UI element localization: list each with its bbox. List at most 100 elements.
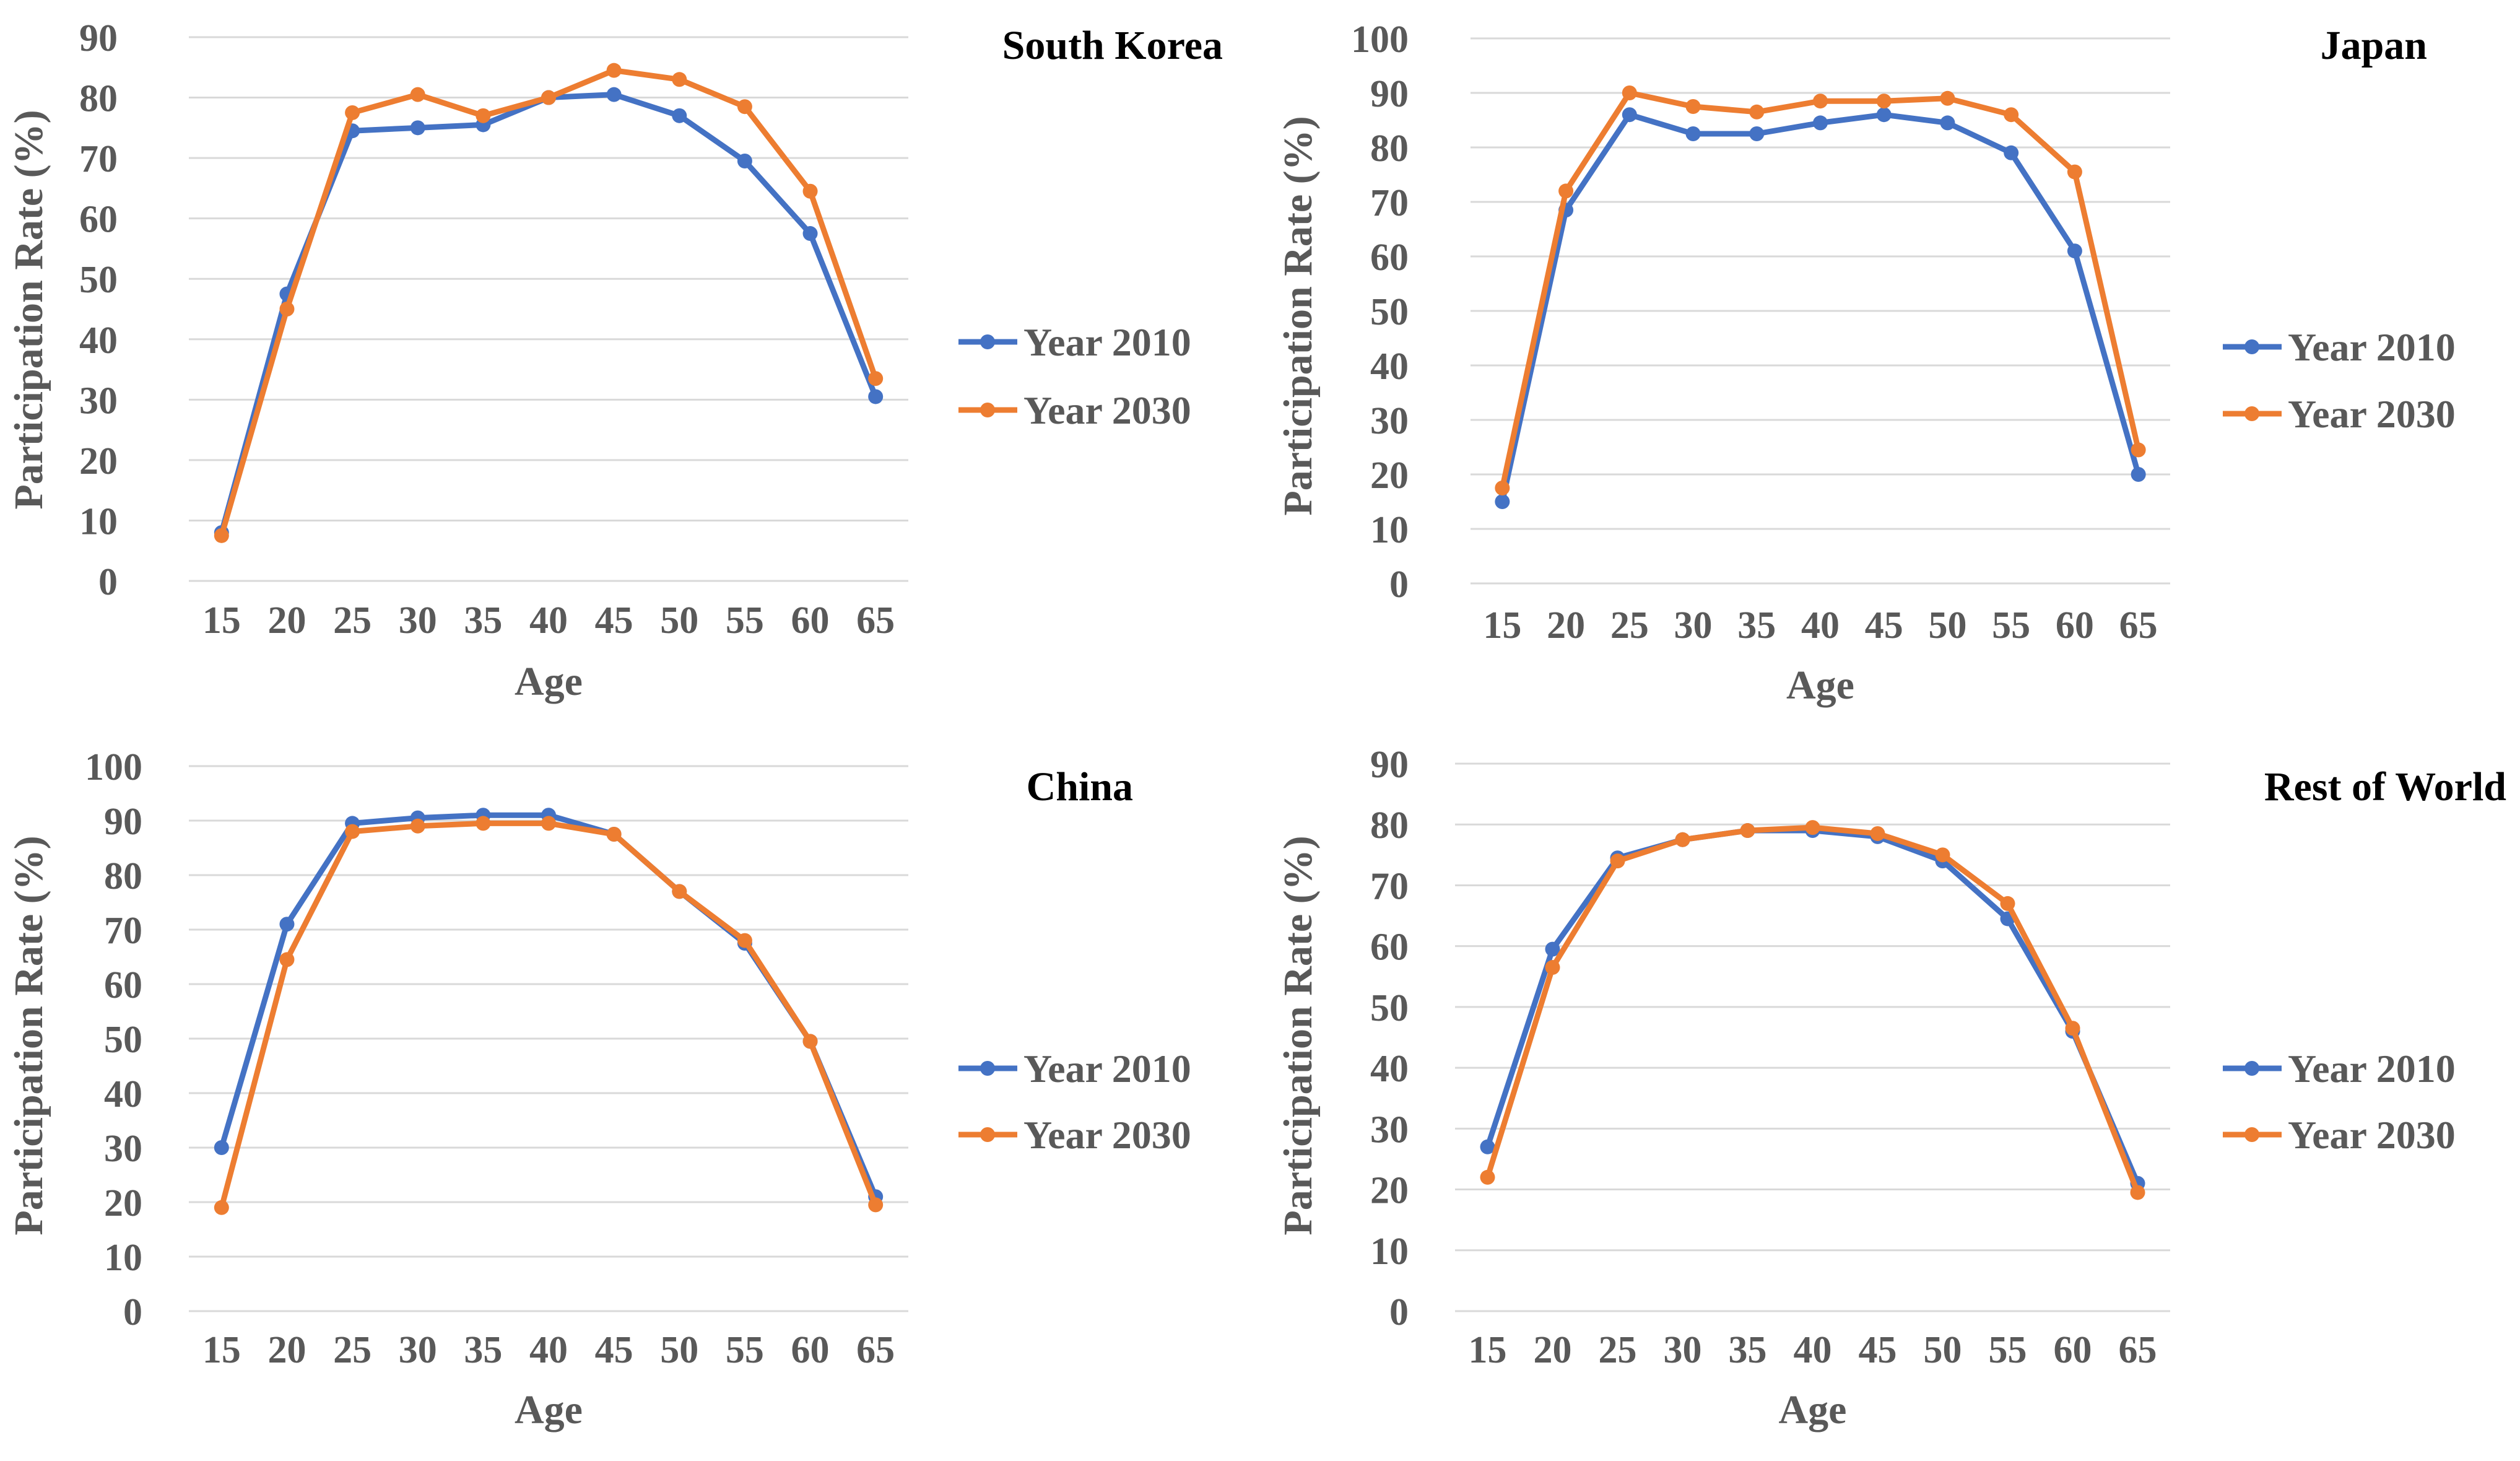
data-point-year-2030 — [279, 302, 295, 316]
y-tick-label: 30 — [79, 380, 118, 422]
y-tick-label: 10 — [79, 500, 118, 543]
chart-panels: 0 10 20 30 40 50 60 70 80 90 15 20 25 30 35 40 45 50 55 60 6… — [6, 17, 2506, 1433]
y-tick-label: 30 — [1370, 1109, 1409, 1151]
data-point-year-2030 — [2000, 896, 2015, 911]
data-point-year-2030 — [345, 105, 360, 120]
y-tick-label: 10 — [1370, 1231, 1409, 1273]
data-point-year-2030 — [868, 1197, 884, 1213]
data-point-year-2010 — [802, 226, 818, 242]
data-point-year-2010 — [1813, 115, 1828, 131]
x-tick-label: 25 — [1599, 1329, 1637, 1371]
chart-china: 0 10 20 30 40 50 60 70 80 90 100 15 20 25 30 35 40 45 50 55… — [6, 746, 1191, 1433]
x-tick-label: 55 — [726, 1329, 764, 1371]
y-tick-label: 0 — [1389, 564, 1409, 606]
y-axis-title: Participation Rate (%) — [6, 835, 51, 1235]
series-line-year-2030 — [1499, 90, 2142, 489]
x-tick-label: 40 — [1801, 604, 1840, 647]
y-tick-label: 0 — [1389, 1291, 1409, 1333]
y-tick-label: 40 — [79, 320, 118, 362]
data-point-year-2030 — [802, 1034, 818, 1049]
x-tick-label: 45 — [595, 600, 633, 642]
data-point-year-2030 — [2067, 164, 2082, 180]
legend-marker-year-2030 — [2244, 406, 2259, 421]
data-point-year-2010 — [410, 120, 425, 136]
x-tick-label: 40 — [1794, 1329, 1832, 1371]
legend-marker-year-2010 — [980, 1061, 995, 1076]
x-tick-label: 20 — [267, 1329, 306, 1371]
x-tick-label: 35 — [464, 600, 502, 642]
x-tick-label: 60 — [2056, 604, 2094, 647]
data-point-year-2030 — [541, 90, 556, 105]
y-tick-label: 40 — [1370, 1048, 1409, 1090]
data-point-year-2010 — [737, 153, 752, 168]
data-point-year-2030 — [1675, 832, 1690, 847]
y-tick-label: 30 — [1370, 400, 1409, 442]
x-tick-label: 25 — [333, 600, 371, 642]
data-point-year-2030 — [737, 99, 752, 115]
y-tick-label: 10 — [1370, 509, 1409, 551]
x-tick-label: 60 — [791, 600, 830, 642]
y-tick-label: 20 — [104, 1182, 142, 1224]
y-tick-label: 20 — [79, 440, 118, 482]
y-tick-label: 80 — [1370, 805, 1409, 847]
legend-marker-year-2030 — [980, 1127, 995, 1142]
y-tick-label: 70 — [79, 138, 118, 180]
x-tick-label: 55 — [1992, 604, 2030, 647]
y-tick-label: 80 — [104, 855, 142, 897]
data-point-year-2010 — [1685, 126, 1701, 141]
data-point-year-2030 — [279, 952, 295, 967]
data-point-year-2010 — [1495, 494, 1510, 509]
x-tick-label: 60 — [791, 1329, 830, 1371]
chart-south-korea: 0 10 20 30 40 50 60 70 80 90 15 20 25 30 35 40 45 50 55 60 6… — [6, 17, 1223, 704]
x-tick-label: 15 — [1483, 604, 1521, 647]
x-tick-label: 65 — [856, 600, 895, 642]
series-line-year-2010 — [219, 812, 879, 1198]
data-point-year-2030 — [1685, 99, 1701, 114]
x-tick-label: 15 — [202, 600, 241, 642]
x-tick-label: 50 — [660, 1329, 698, 1371]
x-tick-label: 25 — [333, 1329, 371, 1371]
data-point-year-2010 — [2067, 243, 2082, 259]
series-line-year-2030 — [219, 820, 879, 1208]
x-tick-label: 30 — [1674, 604, 1713, 647]
data-point-year-2030 — [868, 371, 884, 386]
data-point-year-2010 — [214, 1140, 229, 1155]
data-point-year-2010 — [672, 108, 687, 123]
data-point-year-2010 — [1480, 1139, 1495, 1154]
x-axis-title: Age — [1779, 1387, 1847, 1433]
data-point-year-2030 — [2004, 107, 2019, 123]
x-tick-label: 40 — [529, 600, 568, 642]
data-point-year-2030 — [1622, 85, 1637, 100]
series-line-year-2030 — [1485, 824, 2140, 1194]
data-point-year-2010 — [1749, 126, 1765, 141]
x-tick-label: 35 — [1729, 1329, 1767, 1371]
data-point-year-2030 — [1610, 853, 1625, 869]
legend-marker-year-2030 — [980, 403, 995, 417]
x-tick-label: 15 — [1469, 1329, 1507, 1371]
data-point-year-2030 — [214, 1200, 229, 1215]
data-point-year-2010 — [1545, 941, 1560, 957]
data-point-year-2030 — [541, 816, 556, 831]
data-point-year-2030 — [1480, 1169, 1495, 1185]
data-point-year-2010 — [606, 87, 622, 102]
legend-marker-year-2010 — [2244, 339, 2259, 354]
chart-title: South Korea — [1002, 23, 1223, 68]
data-point-year-2030 — [1940, 90, 1955, 106]
y-tick-label: 70 — [1370, 182, 1409, 224]
legend-label-year-2030: Year 2030 — [2288, 1113, 2456, 1157]
data-point-year-2030 — [1749, 104, 1765, 120]
x-tick-label: 20 — [1534, 1329, 1572, 1371]
data-point-year-2030 — [1805, 820, 1820, 835]
data-point-year-2030 — [345, 824, 360, 839]
x-axis-title: Age — [1786, 663, 1854, 708]
data-point-year-2030 — [1870, 826, 1885, 841]
chart-title: Japan — [2321, 23, 2427, 68]
x-tick-label: 60 — [2054, 1329, 2092, 1371]
legend-label-year-2010: Year 2010 — [2288, 325, 2456, 369]
legend-label-year-2010: Year 2010 — [2288, 1047, 2456, 1091]
data-point-year-2030 — [410, 87, 425, 102]
legend-marker-year-2010 — [2244, 1061, 2259, 1076]
x-tick-label: 20 — [1547, 604, 1585, 647]
x-tick-label: 15 — [202, 1329, 241, 1371]
